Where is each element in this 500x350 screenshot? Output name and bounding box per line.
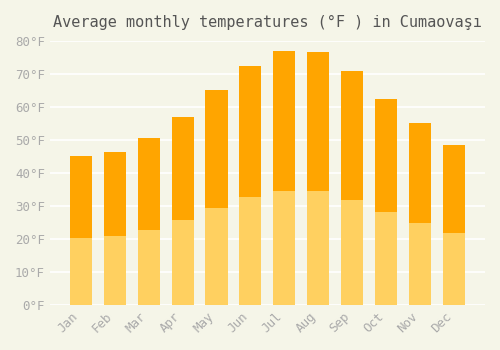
Bar [172, 220, 194, 305]
Bar [138, 230, 160, 305]
Bar [172, 117, 194, 305]
Bar [206, 90, 228, 305]
Bar [375, 212, 398, 305]
Bar [342, 71, 363, 305]
Bar [342, 199, 363, 305]
Bar [274, 51, 295, 305]
Bar [206, 209, 228, 305]
Bar [409, 124, 432, 305]
Bar [70, 156, 92, 305]
Bar [104, 236, 126, 305]
Bar [240, 197, 262, 305]
Bar [409, 223, 432, 305]
Bar [308, 191, 330, 305]
Bar [443, 233, 465, 305]
Bar [138, 138, 160, 305]
Bar [274, 191, 295, 305]
Bar [375, 99, 398, 305]
Bar [240, 66, 262, 305]
Bar [308, 52, 330, 305]
Bar [443, 145, 465, 305]
Bar [70, 238, 92, 305]
Bar [104, 152, 126, 305]
Title: Average monthly temperatures (°F ) in Cumaovaşı: Average monthly temperatures (°F ) in Cu… [53, 15, 482, 30]
